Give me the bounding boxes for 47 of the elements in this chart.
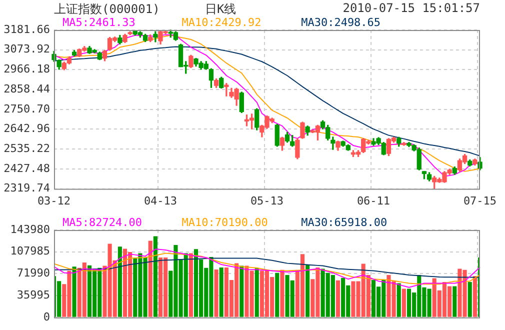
y-tick-label: 2319.74	[4, 182, 50, 195]
bar	[219, 267, 224, 317]
y-tick-label: 3181.66	[4, 22, 50, 36]
y-tick-label: 3073.92	[4, 42, 50, 56]
x-tick-label: 03-12	[37, 194, 71, 208]
bar	[396, 283, 401, 317]
bar	[275, 272, 280, 317]
bar	[148, 240, 152, 317]
bar	[214, 270, 218, 317]
bar	[472, 276, 477, 317]
bar	[306, 264, 310, 317]
y-tick-label: 107985	[10, 244, 50, 258]
y-tick-label: 2535.22	[4, 142, 50, 155]
y-tick-label: 2858.44	[4, 82, 50, 96]
bar	[402, 288, 406, 317]
bar	[280, 270, 284, 317]
text: MA10:70190.00	[182, 216, 268, 229]
series-label: MA5:2461.33	[62, 16, 136, 29]
x-tick-label: 07-15	[463, 194, 497, 208]
bar	[452, 286, 457, 317]
text: 2010-07-15 15:01:57	[342, 1, 480, 15]
y-tick-label: 71990	[16, 266, 50, 280]
text: MA5:82724.00	[62, 216, 142, 229]
bar	[118, 246, 122, 317]
series-label: MA10:2429.92	[182, 16, 262, 29]
x-tick-label: 04-13	[144, 194, 178, 208]
text: MA30:2498.65	[301, 16, 381, 29]
x-tick-label: 05-13	[250, 194, 284, 208]
bar	[336, 280, 340, 317]
chart-title: 上证指数(000001)	[54, 1, 160, 18]
bar	[153, 236, 158, 317]
text: MA30:65918.00	[301, 216, 388, 229]
y-tick-label: 2750.70	[4, 102, 50, 116]
x-tick-label: 06-11	[356, 194, 390, 208]
y-tick-label: 35995	[16, 288, 50, 302]
bar	[240, 266, 244, 317]
y-tick-label: 2642.96	[4, 122, 50, 136]
bar	[254, 268, 259, 317]
bar	[72, 266, 76, 317]
bar	[188, 253, 193, 317]
y-tick-label: 143980	[10, 222, 50, 236]
y-tick-label: 2427.48	[4, 162, 50, 175]
y-tick-label: 2966.18	[4, 62, 50, 76]
y-tick-label: 0	[43, 310, 50, 324]
chart-subtitle: 日K线	[205, 1, 236, 18]
bar	[468, 282, 472, 317]
candlestick	[330, 136, 336, 150]
